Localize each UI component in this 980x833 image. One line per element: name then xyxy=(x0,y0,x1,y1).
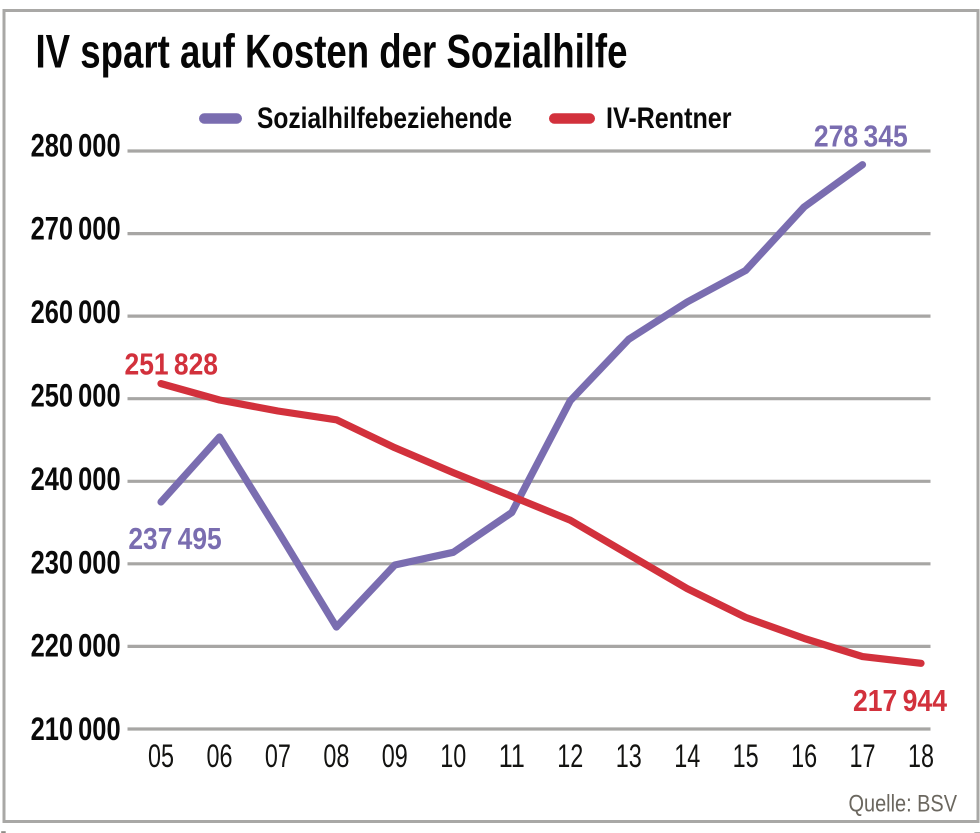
svg-text:05: 05 xyxy=(148,738,174,774)
svg-text:16: 16 xyxy=(791,738,817,774)
svg-text:18: 18 xyxy=(908,738,934,774)
svg-text:08: 08 xyxy=(323,738,349,774)
svg-text:230 000: 230 000 xyxy=(31,544,121,580)
svg-text:13: 13 xyxy=(616,738,642,774)
svg-text:07: 07 xyxy=(265,738,291,774)
svg-text:278 345: 278 345 xyxy=(814,119,908,154)
svg-text:17: 17 xyxy=(850,738,876,774)
svg-text:09: 09 xyxy=(382,738,408,774)
svg-text:12: 12 xyxy=(557,738,583,774)
svg-text:220 000: 220 000 xyxy=(31,628,121,664)
svg-text:250 000: 250 000 xyxy=(31,378,121,414)
svg-text:270 000: 270 000 xyxy=(31,211,121,247)
svg-text:10: 10 xyxy=(440,738,466,774)
svg-text:15: 15 xyxy=(733,738,759,774)
svg-text:IV spart auf Kosten der Sozial: IV spart auf Kosten der Sozialhilfe xyxy=(36,25,628,78)
svg-text:210 000: 210 000 xyxy=(31,711,121,747)
svg-text:237 495: 237 495 xyxy=(128,521,221,556)
svg-text:14: 14 xyxy=(674,738,700,774)
svg-text:260 000: 260 000 xyxy=(31,294,121,330)
svg-text:280 000: 280 000 xyxy=(31,127,121,163)
svg-text:240 000: 240 000 xyxy=(31,461,121,497)
svg-text:06: 06 xyxy=(207,738,233,774)
svg-text:IV-Rentner: IV-Rentner xyxy=(606,102,732,135)
svg-text:Quelle: BSV: Quelle: BSV xyxy=(849,790,958,817)
svg-text:217 944: 217 944 xyxy=(853,683,948,718)
svg-text:251 828: 251 828 xyxy=(125,346,219,381)
svg-text:Sozialhilfebeziehende: Sozialhilfebeziehende xyxy=(257,102,512,135)
svg-text:11: 11 xyxy=(499,738,525,774)
